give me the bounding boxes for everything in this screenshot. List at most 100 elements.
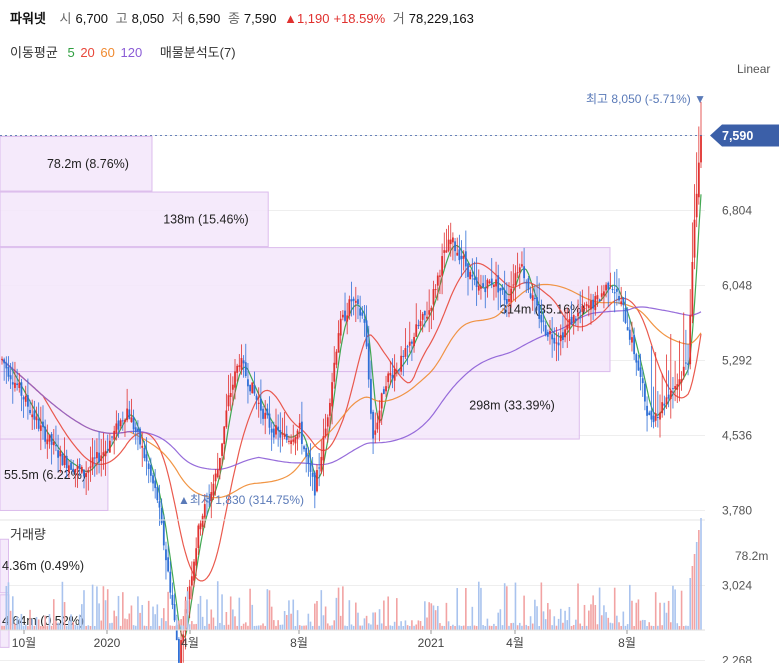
candle-body bbox=[143, 447, 146, 459]
candle-body bbox=[339, 318, 342, 336]
candle-body bbox=[514, 273, 517, 286]
volume-bar bbox=[63, 602, 66, 630]
candle-body bbox=[423, 310, 426, 316]
volume-bar bbox=[400, 621, 402, 630]
volume-panel-title: 거래량 bbox=[10, 527, 46, 542]
volume-bar bbox=[106, 589, 109, 630]
candle-body bbox=[385, 386, 387, 392]
volume-bar bbox=[279, 624, 282, 630]
volume-bar bbox=[175, 615, 178, 630]
x-tick-label: 2020 bbox=[94, 636, 121, 650]
volume-bar bbox=[348, 600, 351, 630]
scale-mode[interactable]: Linear bbox=[737, 62, 771, 76]
volume-bar bbox=[199, 595, 202, 630]
x-tick-label: 8월 bbox=[618, 636, 636, 650]
volume-bar bbox=[301, 625, 303, 630]
volume-bar bbox=[626, 624, 629, 630]
candle-body bbox=[210, 492, 213, 501]
candle-body bbox=[225, 410, 228, 428]
candle-body bbox=[167, 557, 170, 572]
candle-body bbox=[266, 408, 269, 416]
volume-bar bbox=[467, 625, 469, 630]
volume-bar bbox=[620, 625, 622, 630]
candle-body bbox=[540, 314, 543, 323]
volume-bar bbox=[165, 621, 167, 630]
candle-body bbox=[262, 408, 264, 419]
candle-body bbox=[495, 279, 497, 287]
candle-body bbox=[22, 397, 25, 400]
volume-bar bbox=[542, 611, 545, 630]
ma-120: 120 bbox=[120, 45, 143, 60]
ma-label[interactable]: 이동평균 bbox=[10, 45, 58, 60]
volume-profile-label[interactable]: 매물분석도(7) bbox=[159, 45, 236, 60]
volume-bar bbox=[559, 608, 562, 630]
candle-body bbox=[171, 594, 174, 605]
volume-profile-bar bbox=[0, 371, 580, 440]
candle-body bbox=[611, 289, 614, 291]
candle-body bbox=[665, 397, 668, 405]
candle-body bbox=[348, 299, 351, 317]
high-value: 8,050 bbox=[131, 11, 165, 26]
current-price-label: 7,590 bbox=[722, 129, 753, 143]
candle-body bbox=[218, 457, 221, 471]
volume-bar bbox=[150, 625, 152, 630]
volume-bar bbox=[201, 616, 204, 630]
volume-bar bbox=[477, 581, 480, 630]
candle-body bbox=[324, 428, 327, 437]
candle-body bbox=[473, 277, 476, 281]
candle-body bbox=[656, 417, 659, 419]
candle-body bbox=[615, 288, 618, 292]
candle-body bbox=[512, 284, 515, 286]
candle-body bbox=[240, 358, 243, 370]
candle-body bbox=[523, 266, 525, 279]
volume-bar bbox=[225, 611, 228, 630]
candle-body bbox=[316, 470, 318, 492]
volume-bar bbox=[40, 625, 42, 630]
volume-bars: 78.2m bbox=[1, 518, 768, 630]
volume-bar bbox=[475, 625, 478, 630]
volume-bar bbox=[598, 587, 601, 630]
candle-body bbox=[234, 371, 236, 388]
candle-body bbox=[195, 548, 198, 566]
volume-bar bbox=[523, 595, 525, 630]
candle-body bbox=[61, 453, 64, 466]
candle-body bbox=[156, 487, 159, 501]
volume-bar bbox=[693, 554, 696, 630]
volume-bar bbox=[680, 590, 683, 630]
volume-bar bbox=[493, 623, 495, 630]
volume-bar bbox=[657, 625, 659, 630]
volume-bar bbox=[452, 624, 454, 630]
candle-body bbox=[119, 420, 122, 427]
candle-body bbox=[80, 466, 83, 473]
volume-bar bbox=[339, 615, 342, 630]
candle-body bbox=[430, 307, 433, 311]
candle-body bbox=[471, 274, 474, 277]
candle-body bbox=[227, 395, 230, 407]
candle-body bbox=[672, 388, 674, 390]
candle-body bbox=[562, 332, 564, 340]
volume-bar bbox=[247, 625, 249, 630]
candle-body bbox=[102, 452, 105, 456]
y-tick-label: 5,292 bbox=[722, 353, 752, 367]
volume-bar bbox=[163, 608, 165, 630]
volume-bar bbox=[665, 612, 668, 630]
candle-body bbox=[285, 433, 288, 440]
candle-body bbox=[486, 279, 489, 289]
volume-bar bbox=[564, 610, 566, 630]
candle-body bbox=[633, 335, 636, 355]
candle-body bbox=[96, 452, 98, 459]
volume-bar bbox=[126, 619, 128, 630]
volume-bar bbox=[411, 620, 413, 630]
volume-profile-label: 138m (15.46%) bbox=[163, 212, 248, 226]
candle-body bbox=[447, 239, 450, 251]
candle-body bbox=[693, 219, 696, 258]
volume-bar bbox=[449, 626, 452, 630]
candle-body bbox=[600, 293, 603, 297]
volume-bar bbox=[193, 624, 195, 630]
candle-body bbox=[635, 354, 638, 363]
candle-body bbox=[352, 298, 355, 301]
volume-bar bbox=[594, 604, 597, 630]
candle-body bbox=[359, 308, 362, 316]
candle-body bbox=[654, 413, 657, 421]
